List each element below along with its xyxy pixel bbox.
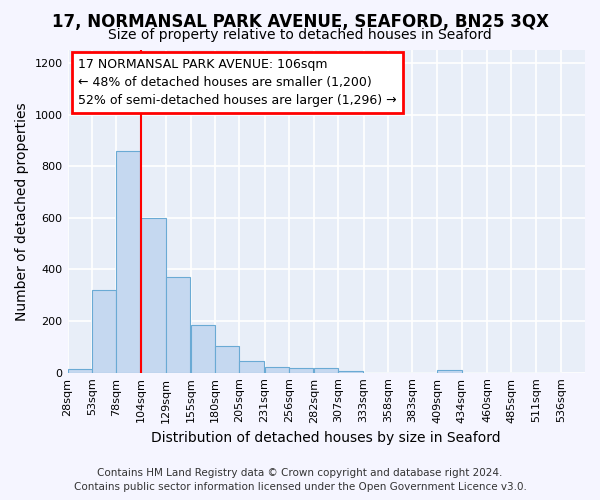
Y-axis label: Number of detached properties: Number of detached properties (15, 102, 29, 320)
Text: 17, NORMANSAL PARK AVENUE, SEAFORD, BN25 3QX: 17, NORMANSAL PARK AVENUE, SEAFORD, BN25… (52, 12, 548, 30)
Bar (437, 370, 462, 372)
Text: 17 NORMANSAL PARK AVENUE: 106sqm
← 48% of detached houses are smaller (1,200)
52: 17 NORMANSAL PARK AVENUE: 106sqm ← 48% o… (78, 58, 397, 107)
Bar (166, 277, 190, 372)
Text: Size of property relative to detached houses in Seaford: Size of property relative to detached ho… (108, 28, 492, 42)
Bar (142, 218, 166, 372)
Bar (289, 368, 313, 372)
Bar (215, 346, 239, 372)
X-axis label: Distribution of detached houses by size in Seaford: Distribution of detached houses by size … (151, 431, 501, 445)
Text: Contains HM Land Registry data © Crown copyright and database right 2024.
Contai: Contains HM Land Registry data © Crown c… (74, 468, 526, 492)
Bar (68, 369, 92, 372)
Bar (116, 150, 140, 372)
Bar (265, 367, 289, 372)
Bar (314, 368, 338, 372)
Bar (239, 361, 263, 372)
Bar (191, 325, 215, 372)
Bar (92, 290, 116, 372)
